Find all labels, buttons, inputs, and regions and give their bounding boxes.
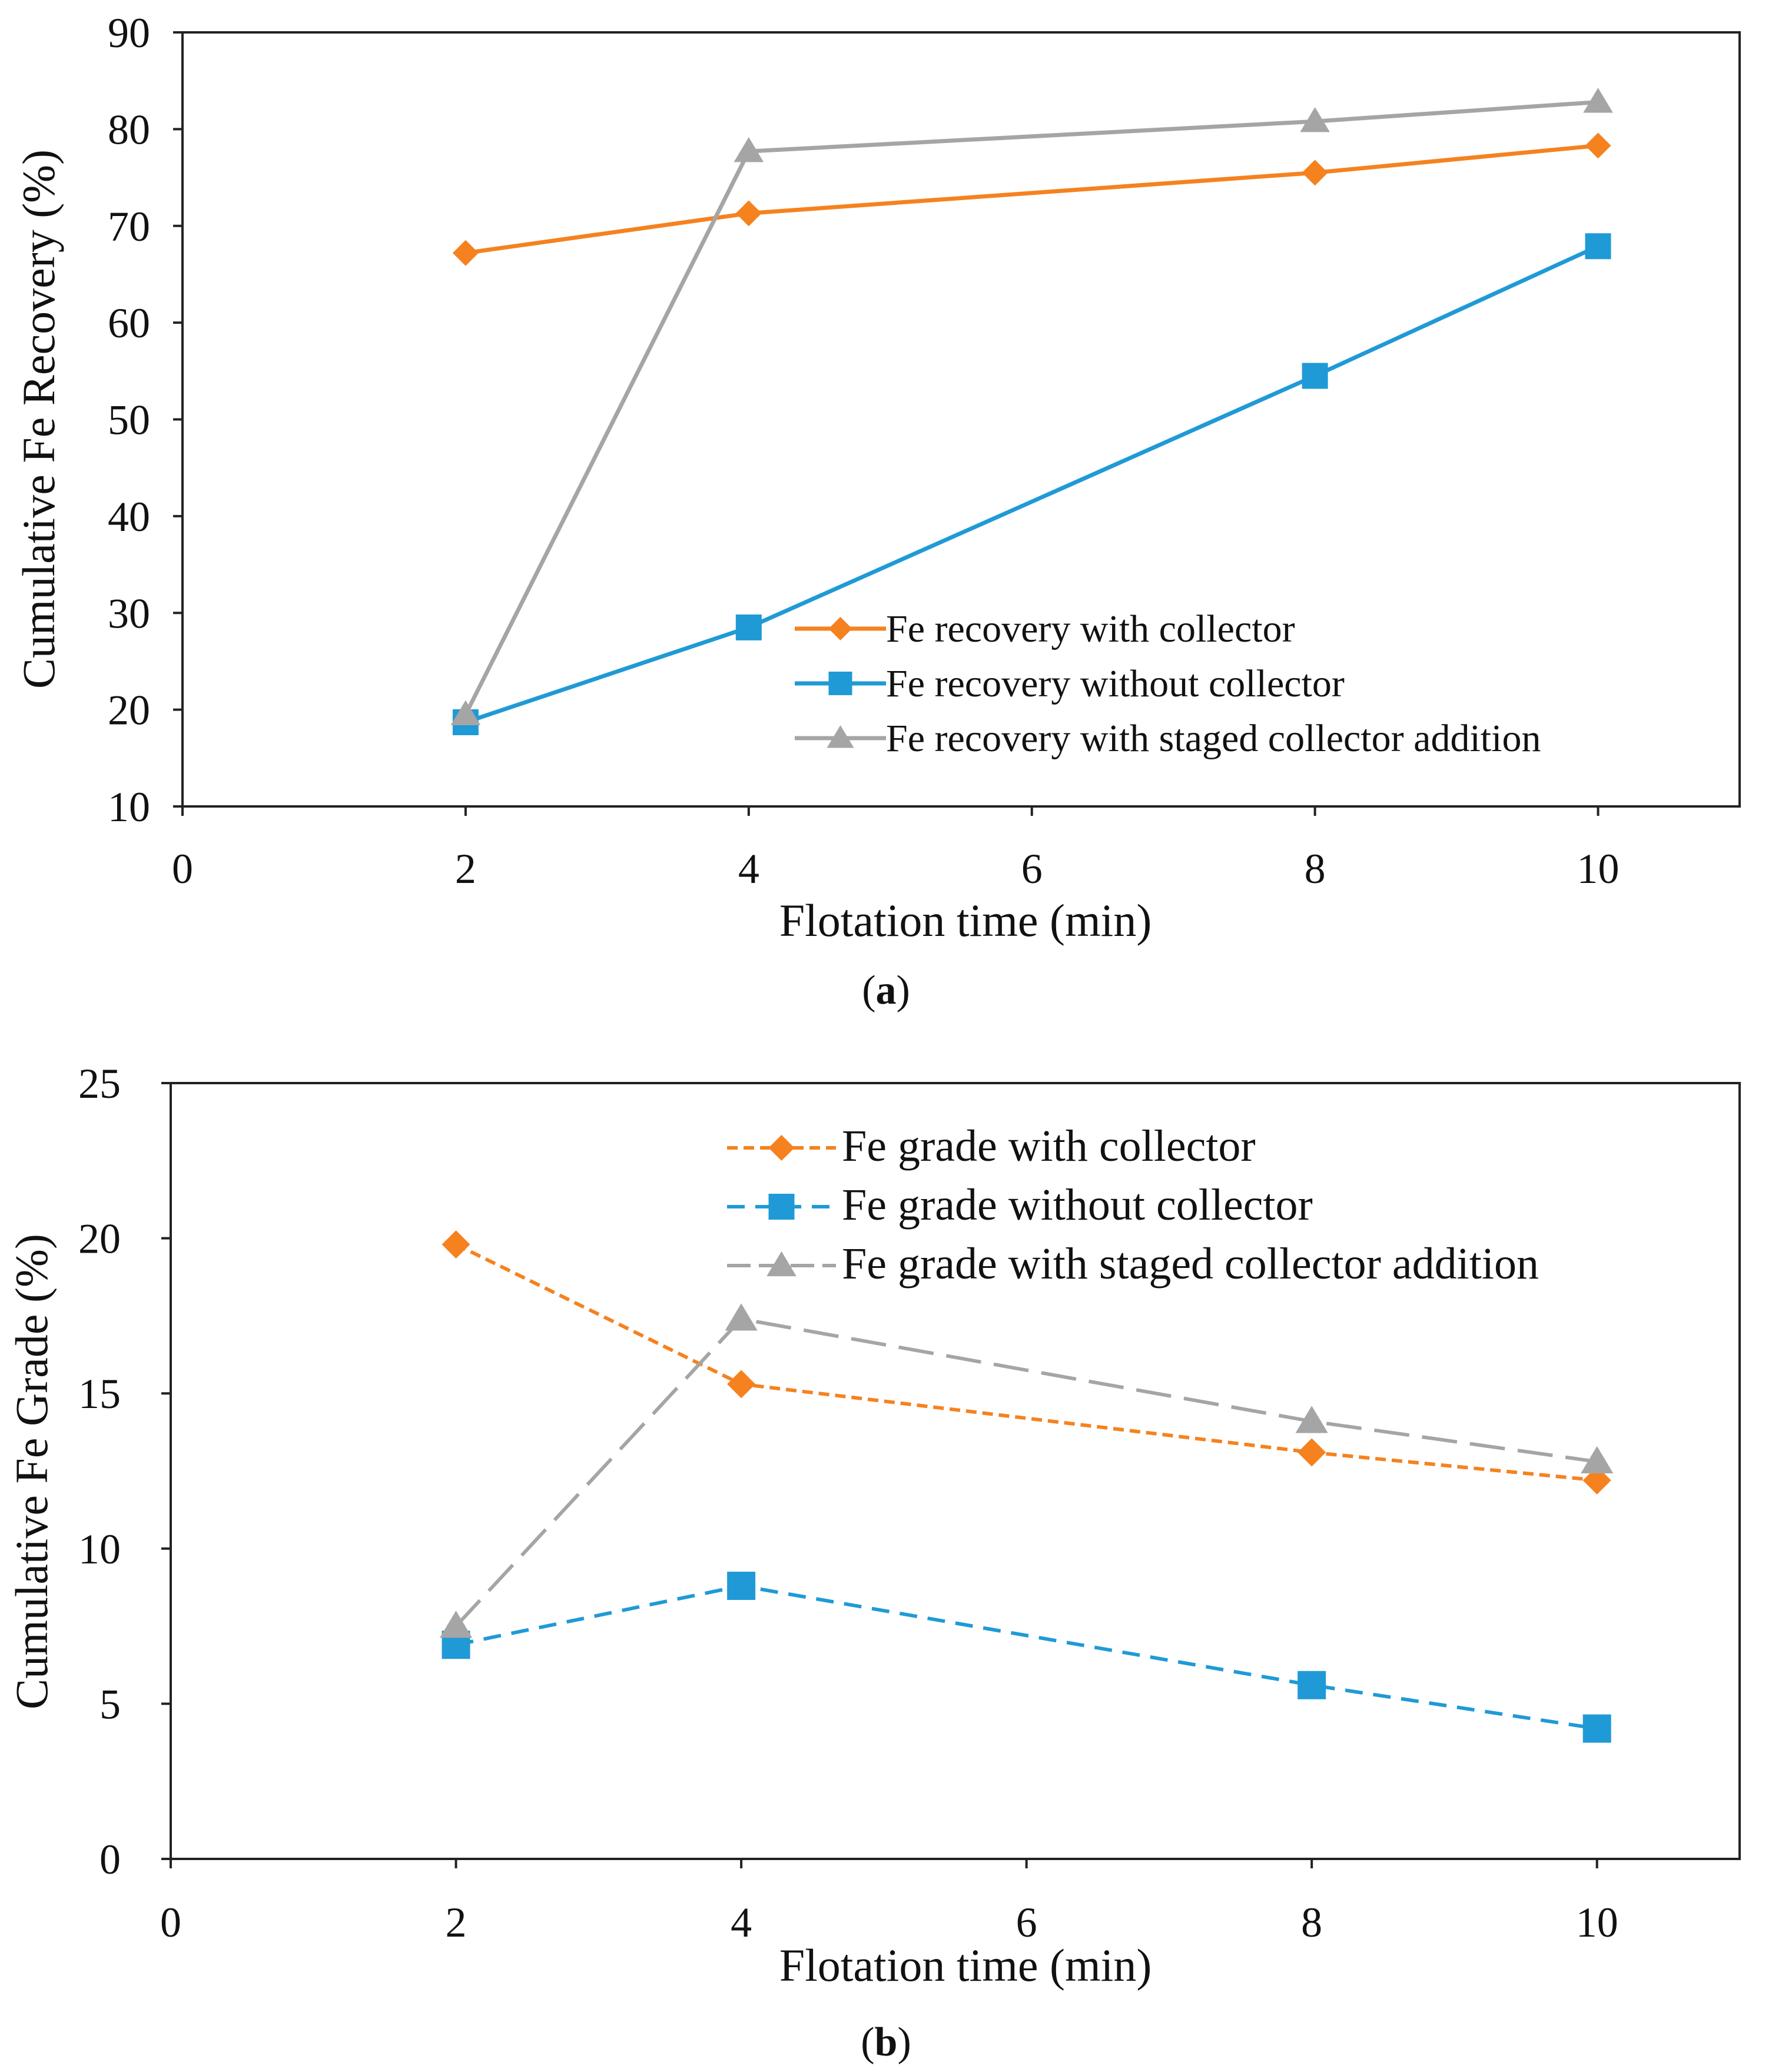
x-axis-title: Flotation time (min) [779, 1940, 1152, 1991]
y-axis-title: Cumulative Fe Recovery (%) [13, 150, 64, 689]
legend-marker-square [768, 1194, 795, 1220]
legend-label: Fe recovery with staged collector additi… [886, 717, 1541, 760]
data-point-square [735, 614, 762, 640]
x-axis-title: Flotation time (min) [779, 895, 1152, 946]
series-3 [439, 1303, 1614, 1638]
chart-panel-a: 10 20 30 40 50 60 70 80 90 0 2 4 6 8 10 Flotation time … [13, 9, 1741, 1013]
data-point-triangle [725, 1303, 758, 1331]
series-line-2 [464, 244, 1600, 725]
x-tick-label: 6 [1016, 1899, 1037, 1946]
data-point-triangle [1583, 88, 1613, 113]
x-tick-label: 6 [1021, 845, 1043, 892]
x-tick-label: 4 [738, 845, 759, 892]
y-tick-label: 20 [108, 687, 150, 734]
data-point-triangle [734, 137, 764, 162]
data-point-diamond [1298, 1438, 1326, 1467]
data-point-square [1582, 1714, 1611, 1743]
series-line-3 [463, 99, 1598, 716]
series-line-1 [465, 143, 1598, 255]
chart-panel-b: 0 5 10 15 20 25 0 2 4 6 8 10 Flotation time (min) Cum… [6, 1060, 1741, 2065]
y-tick-label: 80 [108, 106, 150, 153]
legend-marker-triangle [766, 1251, 797, 1277]
series-2 [442, 1572, 1611, 1743]
panel-label: (a) [862, 968, 910, 1013]
x-tick-label: 8 [1305, 845, 1326, 892]
x-tick-label: 0 [160, 1899, 181, 1946]
legend: Fe recovery with collector Fe recovery wi… [795, 607, 1541, 760]
data-point-triangle [1300, 107, 1330, 132]
y-tick-label: 5 [99, 1681, 121, 1728]
data-point-diamond [1302, 160, 1328, 186]
legend-label: Fe recovery without collector [886, 662, 1345, 705]
series-2 [452, 233, 1611, 735]
data-point-diamond [1585, 132, 1611, 159]
data-point-square [1298, 1671, 1326, 1699]
x-tick-label: 10 [1577, 845, 1620, 892]
y-tick-label: 10 [108, 783, 150, 831]
data-point-triangle [1295, 1406, 1328, 1433]
data-point-triangle [450, 700, 481, 725]
legend-label: Fe recovery with collector [886, 607, 1295, 650]
data-point-square [727, 1572, 756, 1601]
y-tick-label: 40 [108, 493, 150, 540]
legend-marker-square [828, 672, 852, 695]
legend-label: Fe grade without collector [842, 1180, 1313, 1230]
y-tick-label: 70 [108, 203, 150, 250]
data-point-diamond [452, 240, 479, 266]
data-point-diamond [727, 1370, 756, 1399]
x-tick-label: 0 [172, 845, 193, 892]
data-point-triangle [439, 1611, 473, 1638]
y-tick-label: 30 [108, 590, 150, 637]
x-tick-label: 2 [455, 845, 476, 892]
series-3 [450, 88, 1613, 725]
y-tick-label: 25 [78, 1060, 121, 1107]
y-tick-label: 60 [108, 300, 150, 347]
data-point-square [1302, 363, 1328, 389]
series-1 [452, 132, 1611, 266]
legend-label: Fe grade with collector [842, 1121, 1256, 1171]
y-tick-label: 15 [78, 1370, 121, 1417]
legend-marker-triangle [827, 725, 854, 748]
y-tick-label: 20 [78, 1216, 121, 1263]
data-point-triangle [1581, 1446, 1614, 1473]
data-point-diamond [442, 1230, 470, 1259]
data-point-diamond [735, 200, 762, 227]
series-line-2 [455, 1584, 1598, 1731]
legend: Fe grade with collector Fe grade without … [727, 1121, 1539, 1289]
y-tick-label: 0 [99, 1836, 121, 1883]
series-line-1 [455, 1243, 1598, 1482]
y-tick-label: 10 [78, 1526, 121, 1573]
y-axis-title: Cumulative Fe Grade (%) [6, 1234, 57, 1709]
panel-label: (b) [861, 2020, 911, 2065]
panel-label-letter: a [876, 968, 897, 1013]
legend-marker-diamond [828, 617, 852, 640]
x-tick-label: 10 [1576, 1899, 1618, 1946]
series-line-3 [454, 1317, 1598, 1628]
legend-marker-diamond [768, 1135, 795, 1161]
panel-label-letter: b [875, 2020, 898, 2065]
x-tick-label: 4 [731, 1899, 752, 1946]
x-tick-label: 2 [446, 1899, 467, 1946]
legend-label: Fe grade with staged collector addition [842, 1239, 1539, 1289]
y-tick-label: 50 [108, 397, 150, 444]
y-tick-label: 90 [108, 9, 150, 57]
plot-frame [170, 1082, 1741, 1860]
data-point-square [1585, 233, 1611, 260]
x-tick-label: 8 [1301, 1899, 1322, 1946]
